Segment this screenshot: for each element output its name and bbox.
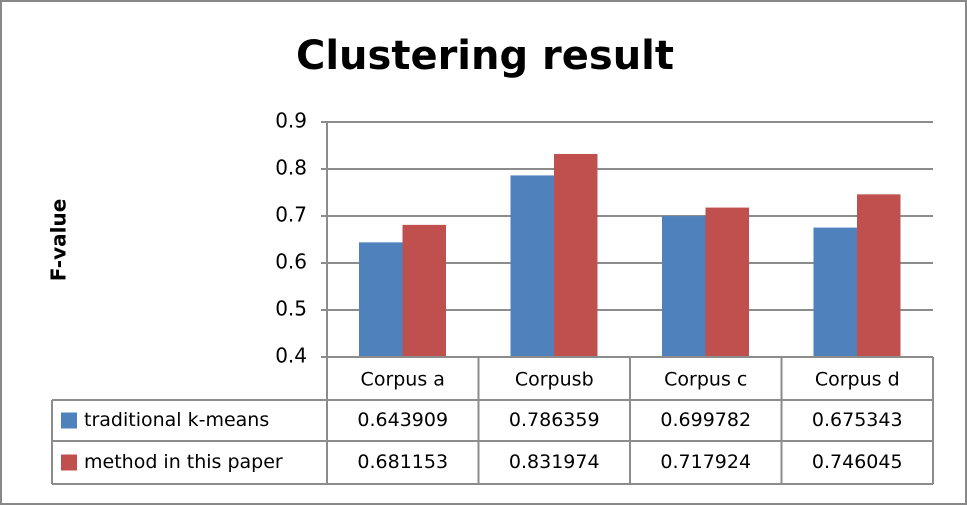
y-tick-label: 0.9	[275, 109, 307, 133]
y-tick-label: 0.8	[275, 156, 307, 180]
table-value: 0.675343	[812, 409, 903, 431]
x-tick-label: Corpus a	[361, 369, 445, 391]
table-value: 0.746045	[812, 451, 903, 473]
bar	[857, 194, 901, 357]
legend-swatch	[61, 454, 77, 471]
y-axis-label: F-value	[47, 199, 71, 282]
y-tick-label: 0.7	[275, 203, 307, 227]
y-tick-label: 0.5	[275, 297, 307, 321]
legend-label: method in this paper	[84, 451, 283, 473]
x-tick-label: Corpus c	[664, 369, 747, 391]
x-tick-label: Corpus d	[815, 369, 900, 391]
bar	[359, 242, 403, 357]
bar	[813, 227, 857, 357]
bar	[662, 216, 706, 357]
table-value: 0.786359	[509, 409, 600, 431]
bar	[554, 153, 598, 357]
table-value: 0.643909	[357, 409, 448, 431]
table-value: 0.699782	[660, 409, 751, 431]
chart-title: Clustering result	[296, 33, 674, 79]
bar	[402, 224, 446, 357]
y-tick-label: 0.6	[275, 250, 307, 274]
table-value: 0.681153	[357, 451, 448, 473]
x-tick-label: Corpusb	[515, 369, 594, 391]
y-tick-label: 0.4	[275, 344, 307, 368]
legend-swatch	[61, 412, 77, 429]
table-value: 0.831974	[509, 451, 600, 473]
bar	[510, 175, 554, 357]
legend-label: traditional k-means	[84, 409, 269, 431]
table-value: 0.717924	[660, 451, 751, 473]
bar	[705, 207, 749, 357]
